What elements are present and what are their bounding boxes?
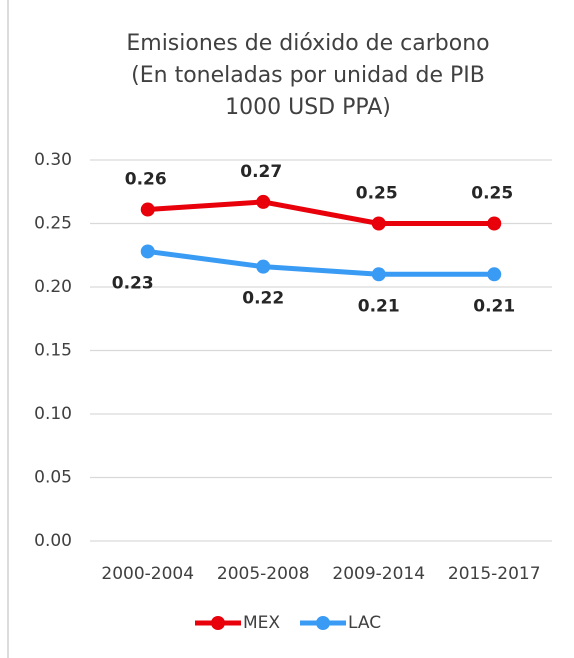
y-tick-label: 0.00 bbox=[34, 531, 72, 551]
marker bbox=[256, 259, 271, 274]
chart-title: 1000 USD PPA) bbox=[225, 95, 391, 120]
series-line bbox=[147, 248, 495, 277]
value-label: 0.25 bbox=[471, 184, 513, 204]
marker bbox=[487, 267, 502, 282]
marker bbox=[371, 267, 386, 282]
marker bbox=[487, 216, 502, 231]
chart-title: Emisiones de dióxido de carbono bbox=[126, 31, 489, 56]
value-label: 0.21 bbox=[358, 296, 400, 316]
legend-marker bbox=[211, 616, 225, 630]
x-tick-label: 2009-2014 bbox=[332, 564, 425, 584]
series-line bbox=[147, 199, 495, 226]
value-label: 0.23 bbox=[112, 273, 154, 293]
legend-marker bbox=[316, 616, 330, 630]
chart-title: (En toneladas por unidad de PIB bbox=[131, 63, 485, 88]
x-tick-label: 2015-2017 bbox=[448, 564, 541, 584]
y-tick-label: 0.10 bbox=[34, 404, 72, 424]
legend-label: MEX bbox=[243, 613, 280, 633]
y-tick-label: 0.05 bbox=[34, 468, 72, 488]
y-tick-label: 0.25 bbox=[34, 214, 72, 234]
y-tick-label: 0.30 bbox=[34, 150, 72, 170]
legend-label: LAC bbox=[348, 613, 381, 633]
value-label: 0.25 bbox=[356, 184, 398, 204]
y-tick-label: 0.15 bbox=[34, 341, 72, 361]
value-label: 0.21 bbox=[473, 296, 515, 316]
x-tick-label: 2000-2004 bbox=[101, 564, 194, 584]
marker bbox=[140, 202, 155, 217]
value-label: 0.26 bbox=[125, 170, 167, 190]
value-label: 0.27 bbox=[240, 162, 282, 182]
marker bbox=[256, 194, 271, 209]
marker bbox=[371, 216, 386, 231]
x-tick-label: 2005-2008 bbox=[217, 564, 310, 584]
marker bbox=[140, 244, 155, 259]
value-label: 0.22 bbox=[242, 289, 284, 309]
y-tick-label: 0.20 bbox=[34, 277, 72, 297]
